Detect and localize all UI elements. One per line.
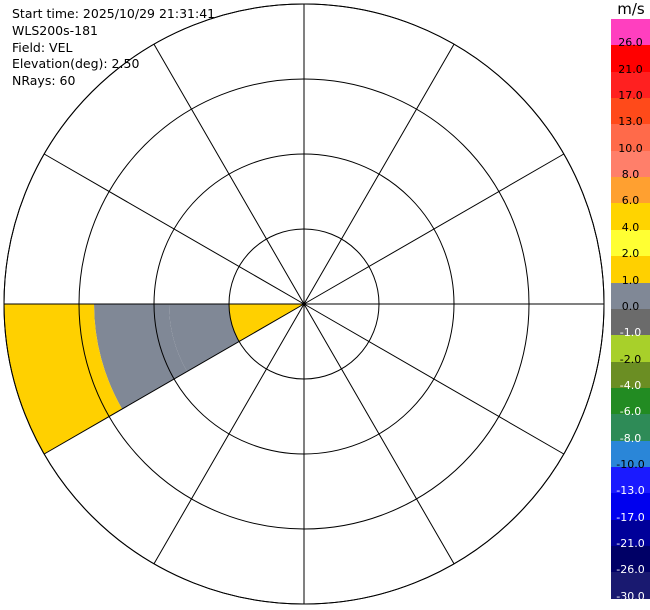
colorbar-swatch bbox=[611, 203, 650, 231]
velocity-band bbox=[229, 304, 304, 342]
colorbar-swatch bbox=[611, 177, 650, 205]
colorbar-swatch bbox=[611, 361, 650, 389]
elevation-text: Elevation(deg): 2.50 bbox=[12, 56, 140, 72]
colorbar-swatch bbox=[611, 493, 650, 521]
colorbar-swatch bbox=[611, 256, 650, 284]
polar-grid bbox=[3, 3, 605, 605]
colorbar-swatch bbox=[611, 282, 650, 310]
velocity-sector bbox=[4, 304, 304, 454]
colorbar-swatch bbox=[611, 308, 650, 336]
colorbar-swatch bbox=[611, 519, 650, 547]
colorbar-swatch bbox=[611, 98, 650, 125]
nrays-text: NRays: 60 bbox=[12, 73, 76, 89]
azimuth-line bbox=[153, 43, 305, 305]
colorbar-swatch bbox=[611, 71, 650, 99]
azimuth-line bbox=[303, 153, 565, 305]
colorbar-swatch bbox=[611, 572, 650, 600]
velocity-band bbox=[4, 304, 123, 454]
field-text: Field: VEL bbox=[12, 39, 73, 55]
azimuth-line bbox=[303, 303, 565, 455]
velocity-band bbox=[94, 304, 188, 409]
colorbar-swatch bbox=[611, 45, 650, 73]
colorbar-unit: m/s bbox=[617, 0, 645, 18]
velocity-band bbox=[169, 304, 240, 372]
start-time-text: Start time: 2025/10/29 21:31:41 bbox=[12, 6, 216, 21]
instrument-text: WLS200s-181 bbox=[12, 22, 98, 38]
azimuth-line bbox=[153, 303, 305, 565]
azimuth-line bbox=[43, 153, 305, 305]
azimuth-line bbox=[303, 303, 455, 565]
colorbar-swatch bbox=[611, 335, 650, 363]
scan-info: Start time: 2025/10/29 21:31:41 WLS200s-… bbox=[12, 6, 215, 90]
colorbar-swatch bbox=[611, 546, 650, 573]
colorbar-swatch bbox=[611, 414, 650, 442]
colorbar-swatch bbox=[611, 387, 650, 415]
colorbar-swatch bbox=[611, 466, 650, 494]
colorbar-swatch bbox=[611, 440, 650, 468]
colorbar-swatch bbox=[611, 19, 650, 46]
colorbar-swatch bbox=[611, 229, 650, 257]
colorbar-swatch bbox=[611, 150, 650, 178]
azimuth-line bbox=[43, 303, 305, 455]
azimuth-line bbox=[303, 43, 455, 305]
colorbar-swatch bbox=[611, 124, 650, 152]
